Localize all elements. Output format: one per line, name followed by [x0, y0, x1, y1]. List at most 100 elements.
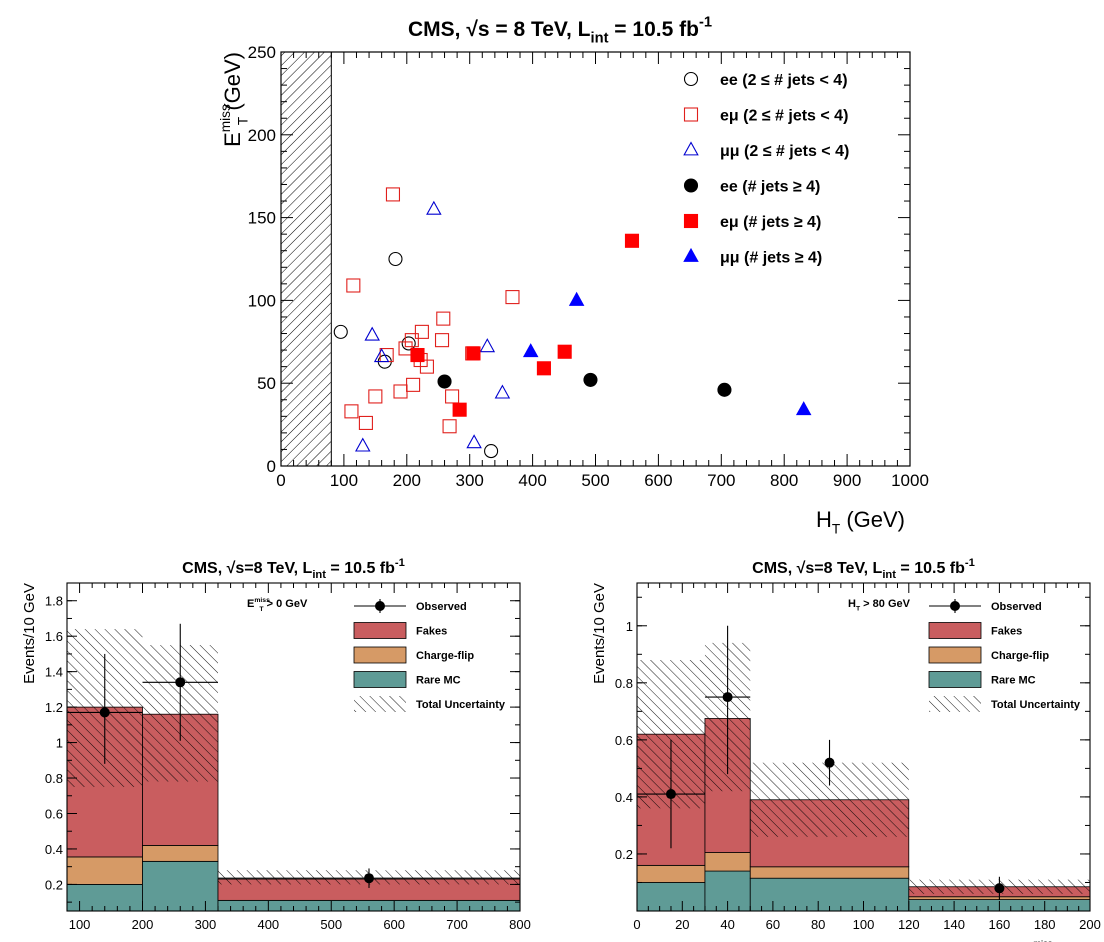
x-tick-label: 400 — [257, 917, 279, 932]
selection-annotation: HT > 80 GeV — [848, 598, 911, 612]
x-tick-label: 160 — [989, 917, 1011, 932]
data-point — [557, 344, 572, 359]
legend-marker — [683, 141, 699, 156]
chart-title: CMS, √s=8 TeV, Lint = 10.5 fb-1 — [182, 557, 405, 581]
legend-label: ee (# jets ≥ 4) — [720, 179, 820, 196]
chart-title: CMS, √s = 8 TeV, Lint = 10.5 fb-1 — [408, 15, 712, 47]
stack-bar — [142, 860, 219, 912]
x-axis-label: HT (GeV) — [816, 507, 905, 537]
data-point — [568, 291, 585, 306]
x-axis-label: HT (GeV) — [457, 940, 518, 942]
observed-point — [824, 757, 835, 768]
data-point — [466, 434, 482, 449]
y-tick-label: 1.8 — [45, 594, 63, 609]
x-tick-label: 100 — [69, 917, 91, 932]
x-tick-label: 200 — [393, 471, 421, 490]
legend-swatch — [928, 622, 982, 639]
data-point — [368, 389, 383, 404]
legend-marker — [683, 107, 699, 122]
legend-label: μμ (# jets ≥ 4) — [720, 250, 822, 267]
data-point — [414, 324, 429, 339]
stack-bar — [142, 845, 219, 862]
legend-label: μμ (2 ≤ # jets < 4) — [720, 143, 849, 160]
legend-label: Observed — [991, 601, 1042, 613]
data-point — [437, 374, 452, 389]
x-tick-label: 800 — [770, 471, 798, 490]
data-point — [419, 359, 434, 374]
legend-label: Charge-flip — [991, 650, 1049, 662]
legend-uncertainty-swatch — [354, 696, 406, 712]
legend-marker — [683, 178, 699, 193]
data-point — [344, 404, 359, 419]
x-tick-label: 300 — [456, 471, 484, 490]
legend-label: eμ (2 ≤ # jets < 4) — [720, 108, 848, 125]
y-tick-label: 1 — [626, 619, 633, 634]
legend-swatch — [353, 622, 407, 639]
observed-point — [175, 677, 186, 688]
x-tick-label: 900 — [833, 471, 861, 490]
observed-point — [364, 873, 374, 884]
data-point — [410, 347, 425, 363]
y-tick-label: 1.6 — [45, 629, 63, 644]
legend-label: Fakes — [991, 626, 1022, 638]
legend-label: Fakes — [416, 626, 447, 638]
legend-observed-marker — [375, 601, 385, 611]
y-tick-label: 0.8 — [45, 771, 63, 786]
x-tick-label: 40 — [720, 917, 734, 932]
legend-observed-marker — [950, 601, 960, 611]
legend-marker — [683, 247, 699, 262]
data-point — [373, 348, 390, 363]
x-tick-label: 600 — [383, 917, 405, 932]
y-tick-label: 0.8 — [615, 676, 633, 691]
x-tick-label: 100 — [853, 917, 875, 932]
legend-label: Charge-flip — [416, 650, 474, 662]
stack-bar — [636, 864, 706, 883]
stack-bar — [704, 852, 751, 872]
observed-point — [99, 707, 110, 718]
data-point — [583, 372, 598, 387]
y-tick-label: 0.6 — [45, 806, 63, 821]
data-point — [406, 377, 421, 392]
data-point — [434, 333, 450, 348]
x-tick-label: 60 — [766, 917, 780, 932]
legend-marker — [683, 213, 699, 229]
data-point — [436, 311, 451, 326]
x-tick-label: 800 — [509, 917, 531, 932]
x-tick-label: 500 — [320, 917, 342, 932]
legend-swatch — [353, 646, 407, 664]
data-point — [346, 278, 361, 293]
legend-label: Rare MC — [991, 675, 1036, 687]
y-tick-label: 0 — [267, 457, 276, 476]
y-tick-label: 0.4 — [45, 842, 63, 857]
data-point — [393, 384, 408, 399]
legend-swatch — [353, 671, 407, 688]
data-point — [442, 419, 457, 434]
observed-point — [665, 789, 676, 800]
data-point — [494, 384, 511, 399]
data-point — [388, 251, 403, 267]
legend-swatch — [928, 646, 982, 664]
y-tick-label: 0.6 — [615, 733, 633, 748]
data-point — [624, 233, 640, 248]
data-point — [452, 402, 467, 417]
x-tick-label: 200 — [1079, 917, 1101, 932]
x-tick-label: 80 — [811, 917, 825, 932]
observed-point — [994, 883, 1005, 894]
legend-swatch — [928, 671, 982, 688]
stack-bar — [749, 866, 910, 879]
scatter-chart: 0 100 200 300 400 500 600 700 800 900 1000 0 50 100 15… — [218, 15, 929, 537]
data-point — [385, 187, 401, 202]
x-tick-label: 0 — [633, 917, 640, 932]
y-tick-label: 150 — [248, 209, 276, 228]
y-tick-label: 100 — [248, 291, 276, 310]
data-point — [358, 415, 373, 430]
x-tick-label: 180 — [1034, 917, 1056, 932]
data-point — [505, 290, 520, 305]
observed-point — [722, 692, 733, 703]
y-tick-label: 1 — [56, 736, 63, 751]
excluded-region — [281, 52, 332, 466]
data-point — [522, 343, 539, 358]
data-point — [536, 361, 551, 376]
legend-marker — [683, 71, 699, 87]
